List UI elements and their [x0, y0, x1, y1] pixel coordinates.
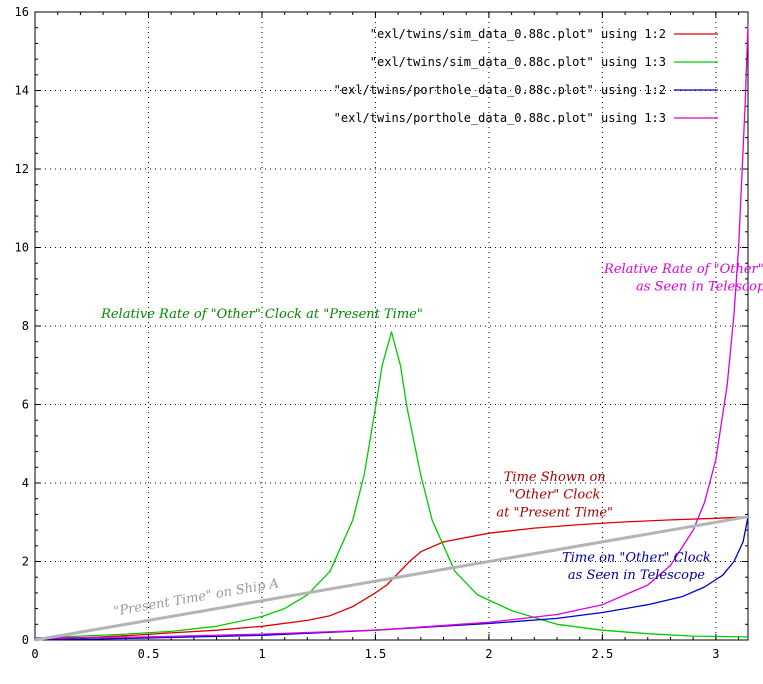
axis-ticks: 0 0.5 1 1.5 2 2.5 3 0 2 4 6 8 10 12 14 16	[15, 5, 748, 661]
series-group	[34, 23, 749, 642]
y-tick-label: 14	[15, 84, 29, 98]
annotations: Relative Rate of "Other" Clock at "Prese…	[100, 262, 763, 620]
legend-entry-label: "exl/twins/sim_data_0.88c.plot" using 1:…	[370, 27, 666, 41]
plot-frame	[34, 11, 749, 641]
annotation-text: Time Shown on	[504, 470, 606, 485]
y-tick-label: 6	[22, 398, 29, 412]
annotation-text: as Seen in Telescope	[568, 568, 705, 583]
legend-entry-label: "exl/twins/sim_data_0.88c.plot" using 1:…	[370, 55, 666, 69]
annotation-text: "Other" Clock	[509, 488, 600, 503]
annotation-text: Relative Rate of "Other" Clock at "Prese…	[100, 307, 423, 322]
grid-lines	[35, 12, 748, 640]
x-tick-label: 3	[712, 647, 719, 661]
x-tick-label: 0	[31, 647, 38, 661]
series-line-2	[34, 331, 749, 639]
series-line-5	[34, 515, 749, 642]
legend-entry-label: "exl/twins/porthole_data_0.88c.plot" usi…	[334, 83, 666, 97]
y-tick-label: 0	[22, 633, 29, 647]
legend: "exl/twins/sim_data_0.88c.plot" using 1:…	[334, 27, 718, 125]
annotation-text: as Seen in Telescope	[636, 280, 763, 295]
y-tick-label: 16	[15, 5, 29, 19]
x-tick-label: 2	[485, 647, 492, 661]
y-tick-label: 2	[22, 555, 29, 569]
legend-entry-label: "exl/twins/porthole_data_0.88c.plot" usi…	[334, 111, 666, 125]
y-tick-label: 8	[22, 319, 29, 333]
y-tick-label: 10	[15, 241, 29, 255]
series-line-3	[34, 516, 749, 641]
series-line-4	[34, 23, 749, 639]
annotation-text: at "Present Time"	[496, 505, 613, 520]
annotation-text: Time on "Other" Clock	[562, 551, 711, 566]
x-tick-label: 1	[258, 647, 265, 661]
x-tick-label: 2.5	[592, 647, 614, 661]
annotation-text: Relative Rate of "Other" Clock	[603, 262, 763, 277]
x-tick-label: 1.5	[365, 647, 387, 661]
y-tick-label: 4	[22, 476, 29, 490]
x-tick-label: 0.5	[138, 647, 160, 661]
y-tick-label: 12	[15, 162, 29, 176]
